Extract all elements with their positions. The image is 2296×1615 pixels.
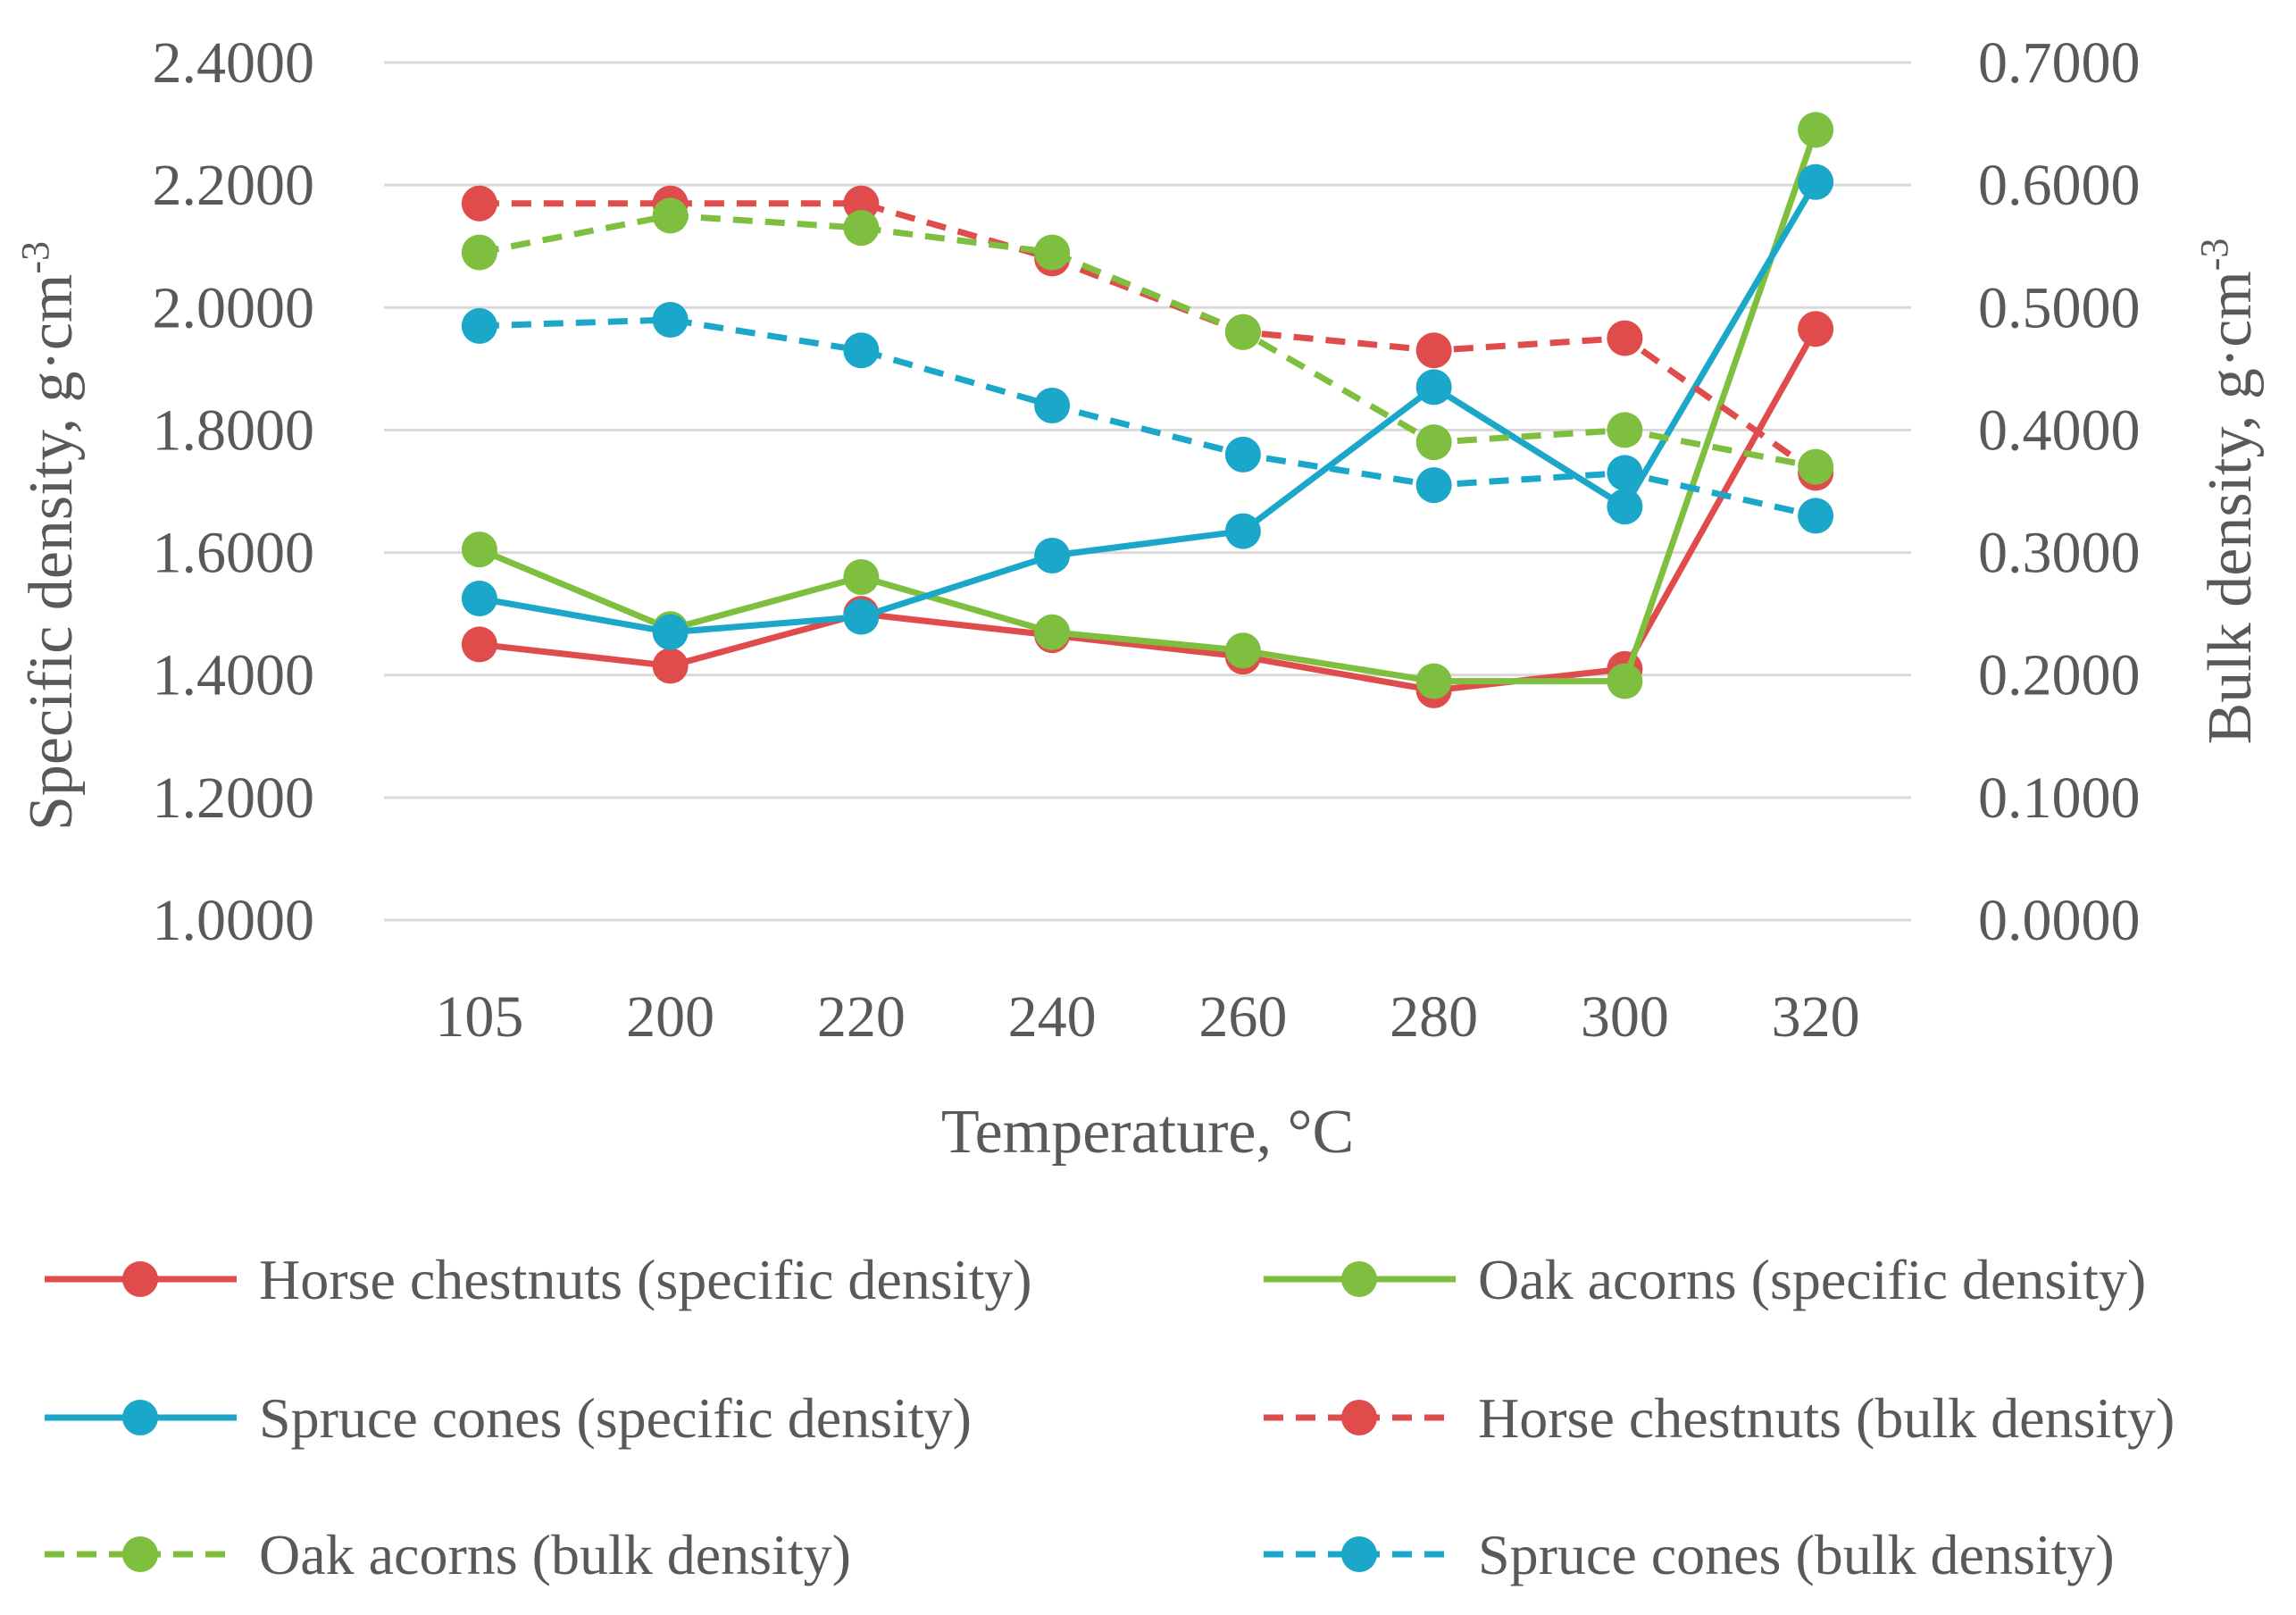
data-point (1798, 448, 1834, 485)
right-y-tick-label: 0.7000 (1978, 30, 2141, 96)
legend-swatch-marker (1341, 1536, 1377, 1572)
series-layer (461, 112, 1834, 708)
left-y-tick-label: 2.2000 (153, 153, 315, 218)
data-point (843, 559, 880, 595)
data-point (1415, 424, 1452, 461)
left-y-axis: 1.0000 1.2000 1.4000 1.6000 1.8000 2.0000 2.20… (153, 30, 315, 953)
data-point (461, 626, 497, 663)
data-point (1415, 663, 1452, 699)
series-2 (461, 163, 1834, 650)
data-point (843, 210, 880, 247)
left-y-tick-label: 1.6000 (153, 521, 315, 586)
data-point (1034, 614, 1071, 650)
data-point (1798, 163, 1834, 200)
legend-label: Oak acorns (specific density) (1478, 1248, 2146, 1311)
data-point (1034, 234, 1071, 271)
data-point (461, 531, 497, 568)
legend-item: Horse chestnuts (bulk density) (1264, 1386, 2175, 1450)
series-line (479, 327, 1819, 694)
series-line (479, 180, 1819, 636)
series-line (478, 129, 1819, 685)
data-point (1224, 513, 1261, 549)
data-point (1034, 388, 1071, 423)
data-point (652, 614, 689, 650)
data-point (652, 648, 689, 684)
left-y-tick-label: 2.0000 (153, 275, 315, 340)
legend-label: Spruce cones (specific density) (259, 1386, 972, 1450)
data-point (1607, 489, 1643, 525)
data-point (1607, 320, 1643, 356)
right-y-tick-label: 0.5000 (1978, 275, 2141, 340)
data-point (461, 307, 497, 344)
data-point (1415, 332, 1452, 369)
legend-item: Oak acorns (specific density) (1264, 1248, 2146, 1311)
data-point (461, 581, 497, 616)
data-point (1798, 498, 1834, 534)
data-point (1034, 538, 1071, 573)
series-line (479, 316, 1816, 519)
x-tick-label: 260 (1198, 984, 1287, 1050)
data-point (461, 185, 497, 222)
series-line (479, 212, 1816, 471)
x-axis: 105 200 220 240 260 280 300 320 (435, 984, 1859, 1050)
x-tick-label: 220 (817, 984, 906, 1050)
data-point (1798, 112, 1834, 148)
data-point (1798, 311, 1834, 347)
left-y-tick-label: 1.8000 (153, 397, 315, 463)
data-point (1415, 369, 1452, 406)
series-5 (461, 302, 1834, 534)
legend-swatch-marker (1341, 1261, 1377, 1297)
right-y-tick-label: 0.6000 (1978, 153, 2141, 218)
legend-swatch-marker (122, 1536, 158, 1572)
right-y-tick-label: 0.4000 (1978, 397, 2141, 463)
left-y-tick-label: 2.4000 (153, 30, 315, 96)
x-tick-label: 240 (1008, 984, 1097, 1050)
data-point (843, 332, 880, 369)
legend-label: Horse chestnuts (bulk density) (1478, 1386, 2175, 1450)
right-y-tick-label: 0.0000 (1978, 888, 2141, 953)
data-point (652, 302, 689, 338)
legend: Horse chestnuts (specific density) Oak ac… (45, 1248, 2175, 1586)
left-y-tick-label: 1.4000 (153, 643, 315, 708)
legend-swatch-marker (122, 1400, 158, 1435)
right-y-axis-title: Bulk density, g·cm-3 (2192, 238, 2265, 745)
data-point (1224, 632, 1261, 669)
legend-label: Oak acorns (bulk density) (259, 1523, 851, 1586)
x-tick-label: 280 (1390, 984, 1478, 1050)
legend-item: Spruce cones (specific density) (45, 1386, 972, 1450)
data-point (1415, 467, 1452, 504)
legend-item: Spruce cones (bulk density) (1264, 1523, 2115, 1586)
gridlines (384, 61, 1911, 922)
right-y-axis: 0.0000 0.1000 0.2000 0.3000 0.4000 0.5000 0.60… (1978, 30, 2141, 953)
legend-swatch-marker (1341, 1400, 1377, 1435)
data-point (843, 185, 880, 222)
x-axis-title: Temperature, °C (941, 1098, 1354, 1167)
data-point (1607, 663, 1643, 699)
data-point (843, 598, 880, 635)
left-y-tick-label: 1.2000 (153, 766, 315, 831)
legend-item: Horse chestnuts (specific density) (45, 1248, 1032, 1311)
data-point (1224, 436, 1261, 473)
legend-swatch-marker (122, 1261, 158, 1297)
left-y-axis-title: Specific density, g·cm-3 (13, 241, 86, 831)
series-4 (461, 197, 1834, 485)
right-y-tick-label: 0.1000 (1978, 766, 2141, 831)
right-y-tick-label: 0.3000 (1978, 521, 2141, 586)
data-point (1607, 455, 1643, 491)
x-tick-label: 300 (1581, 984, 1669, 1050)
data-point (461, 234, 497, 271)
right-y-tick-label: 0.2000 (1978, 643, 2141, 708)
legend-item: Oak acorns (bulk density) (45, 1523, 851, 1586)
x-tick-label: 200 (626, 984, 714, 1050)
data-point (652, 197, 689, 234)
left-y-tick-label: 1.0000 (153, 888, 315, 953)
data-point (1224, 314, 1261, 350)
legend-label: Spruce cones (bulk density) (1478, 1523, 2115, 1586)
x-tick-label: 320 (1772, 984, 1860, 1050)
x-tick-label: 105 (435, 984, 523, 1050)
legend-label: Horse chestnuts (specific density) (259, 1248, 1032, 1311)
data-point (1607, 412, 1643, 448)
